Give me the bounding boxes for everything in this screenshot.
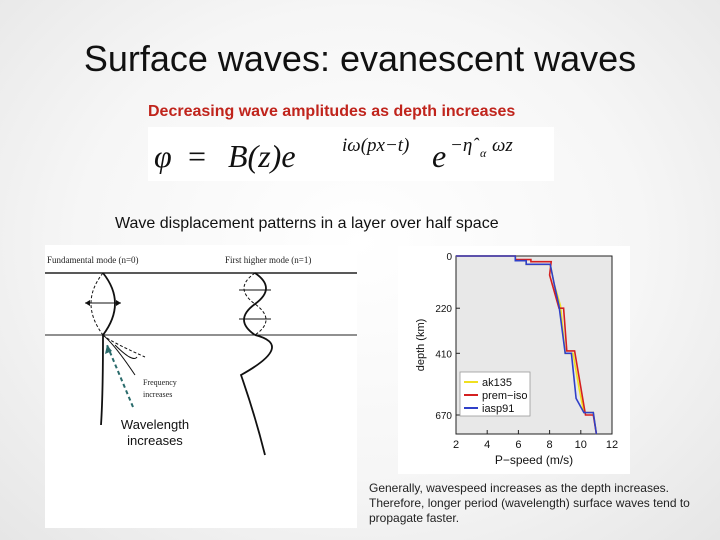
legend-label: ak135 (482, 377, 512, 389)
eq-exp2-tail: ωz (492, 135, 513, 156)
slide-subtitle: Decreasing wave amplitudes as depth incr… (148, 103, 516, 120)
x-axis-label: P−speed (m/s) (495, 453, 573, 467)
eq-e2: e (432, 138, 446, 174)
wavelength-arrow (106, 344, 134, 408)
y-tick-label: 0 (446, 252, 452, 263)
mode1-shape-dashed (243, 272, 267, 336)
mode0-decay-1 (100, 334, 104, 426)
eq-exp1: iω(px−t) (342, 135, 409, 156)
mode0-shape-left (90, 272, 104, 336)
mode0-shape-right (102, 272, 116, 336)
equation-svg: φ = B(z)e iω(px−t) e −η̂ α ωz (154, 135, 513, 174)
mode-shapes-svg: Fundamental mode (n=0) First higher mode… (45, 255, 357, 456)
x-tick-label: 8 (547, 439, 553, 451)
legend-label: iasp91 (482, 403, 514, 415)
mode1-shape (243, 272, 267, 336)
series-line (456, 255, 598, 435)
explanation-note: Generally, wavespeed increases as the de… (369, 481, 690, 525)
legend-label: prem−iso (482, 390, 528, 402)
mode1-decay (239, 334, 273, 456)
frequency-label-2: increases (143, 390, 172, 399)
equation: φ = B(z)e iω(px−t) e −η̂ α ωz (148, 127, 554, 181)
x-tick-label: 4 (484, 439, 490, 451)
mode0-decay-2 (102, 334, 136, 376)
x-tick-label: 2 (453, 439, 459, 451)
y-tick-label: 670 (435, 411, 452, 422)
wavelength-label-1: Wavelength (121, 417, 189, 432)
chart-svg: depth (km) P−speed (m/s) 2 4 6 8 10 12 0 220 410… (415, 252, 618, 467)
y-tick-label: 410 (435, 349, 452, 360)
mode1-label: First higher mode (n=1) (225, 255, 311, 265)
mode0-label: Fundamental mode (n=0) (47, 255, 139, 265)
x-tick-label: 12 (606, 439, 618, 451)
velocity-profile-chart: depth (km) P−speed (m/s) 2 4 6 8 10 12 0 220 410… (398, 246, 630, 474)
wavelength-label-2: increases (127, 433, 183, 448)
eq-bz: B(z)e (228, 138, 296, 174)
eq-exp2: −η̂ (450, 135, 480, 156)
mode0-decay-3 (102, 334, 146, 358)
y-tick-label: 220 (435, 304, 452, 315)
slide-title: Surface waves: evanescent waves (83, 38, 637, 79)
mode-shapes-figure: Fundamental mode (n=0) First higher mode… (45, 245, 357, 528)
eq-exp2-sub: α (480, 146, 487, 160)
eq-equals: = (188, 138, 206, 174)
x-tick-label: 10 (575, 439, 587, 451)
y-axis-label: depth (km) (415, 319, 427, 372)
figure-caption: Wave displacement patterns in a layer ov… (115, 215, 499, 232)
series-line (456, 255, 598, 435)
x-tick-label: 6 (515, 439, 521, 451)
wavelength-arrowhead (105, 345, 112, 354)
frequency-arrow (114, 344, 138, 359)
eq-phi: φ (154, 138, 172, 174)
frequency-label-1: Frequency (143, 378, 177, 387)
